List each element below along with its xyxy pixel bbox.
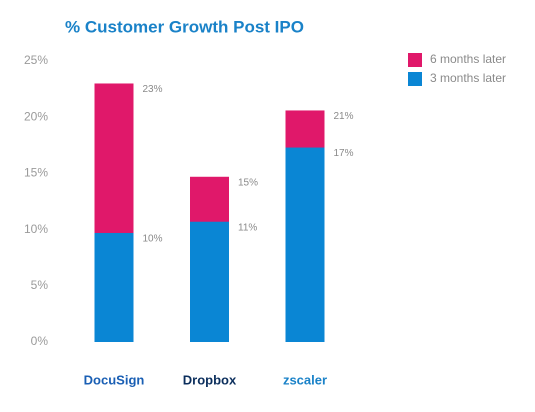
value-label: 17% — [334, 148, 354, 159]
value-label: 23% — [143, 84, 163, 95]
legend-swatch — [408, 53, 422, 67]
chart-title: % Customer Growth Post IPO — [65, 17, 304, 36]
bar — [94, 232, 134, 342]
bar — [190, 221, 229, 342]
y-tick-label: 5% — [31, 278, 49, 292]
y-tick-label: 25% — [24, 53, 48, 67]
y-tick-label: 10% — [24, 222, 48, 236]
legend-swatch — [408, 72, 422, 86]
x-tick-label: Dropbox — [183, 372, 237, 387]
x-tick-label: zscaler — [283, 372, 327, 387]
value-label: 11% — [238, 222, 257, 233]
x-tick-label: DocuSign — [84, 372, 145, 387]
y-tick-label: 0% — [31, 334, 49, 348]
value-label: 15% — [238, 177, 258, 188]
y-tick-label: 20% — [24, 109, 48, 123]
legend-label: 6 months later — [430, 52, 506, 66]
bar — [285, 147, 325, 342]
value-label: 21% — [334, 111, 354, 122]
value-label: 10% — [143, 234, 163, 245]
y-tick-label: 15% — [24, 166, 48, 180]
legend-label: 3 months later — [430, 71, 506, 85]
